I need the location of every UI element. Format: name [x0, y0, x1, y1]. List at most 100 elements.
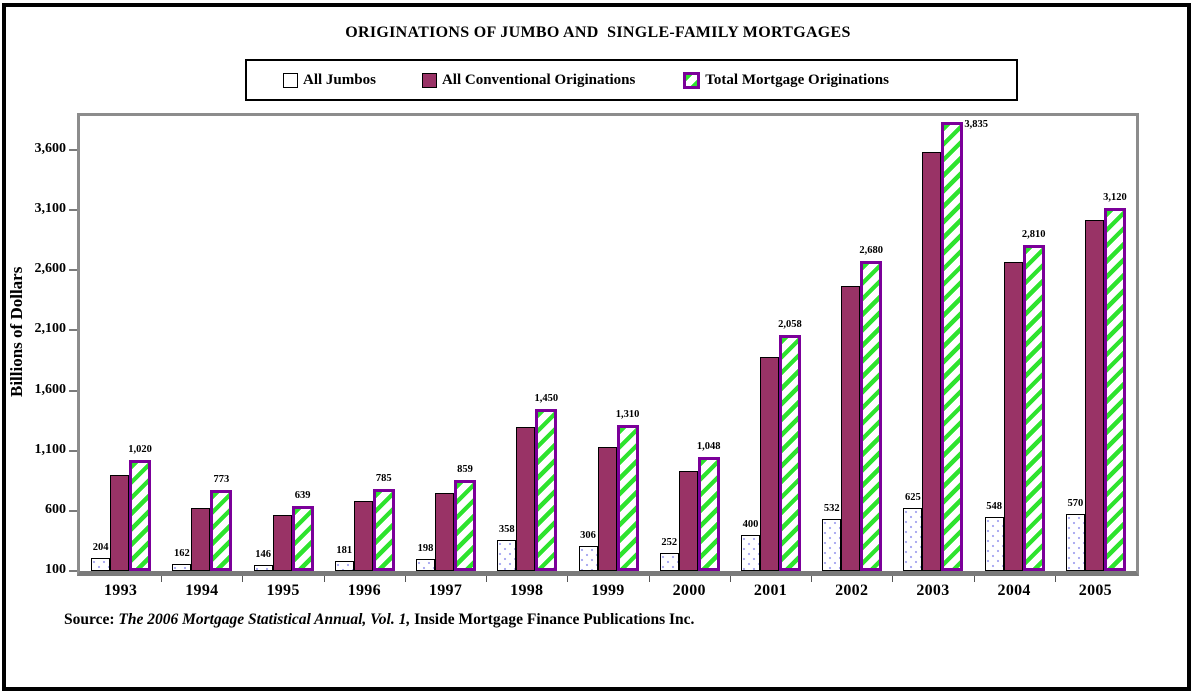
- conventional-swatch-icon: [421, 72, 437, 88]
- bar-conventional-1998: [516, 427, 536, 571]
- bar-value-label: 146: [255, 549, 271, 561]
- x-tick-mark-icon: [323, 576, 325, 582]
- bar-value-label: 181: [336, 545, 353, 557]
- x-tick-mark-icon: [973, 576, 975, 582]
- bar-total-1994: [210, 490, 233, 571]
- bar-value-label: 859: [457, 463, 473, 475]
- x-category-label: 2004: [997, 582, 1031, 599]
- jumbo-swatch-icon: [283, 72, 298, 88]
- legend-entry-all-jumbos: All Jumbos: [283, 72, 376, 89]
- x-category-label: 2001: [753, 582, 788, 599]
- bar-value-label: 2,810: [1021, 228, 1046, 240]
- bar-value-label: 1,310: [615, 409, 640, 421]
- bar-value-label: 400: [742, 518, 759, 530]
- bar-all-jumbos-2002: [822, 519, 842, 571]
- chart-title: ORIGINATIONS OF JUMBO AND SINGLE-FAMILY …: [345, 24, 851, 41]
- bar-total-2004: [1022, 244, 1045, 571]
- x-category-label: 1997: [428, 582, 463, 599]
- y-tick-mark-icon: [69, 570, 77, 572]
- x-category-label: 1994: [185, 582, 219, 599]
- x-tick-mark-icon: [161, 576, 163, 582]
- bar-total-1993: [129, 460, 152, 571]
- legend-label-all-jumbos: All Jumbos: [303, 71, 376, 88]
- bar-value-label: 306: [580, 530, 596, 542]
- total-swatch-icon: [683, 71, 701, 89]
- x-category-label: 1998: [510, 582, 544, 599]
- bar-total-1996: [372, 488, 395, 571]
- bar-conventional-2001: [759, 357, 779, 571]
- x-tick-mark-icon: [486, 576, 488, 582]
- y-tick-mark-icon: [69, 269, 77, 272]
- bar-value-label: 1,020: [128, 444, 152, 456]
- source-publication: The 2006 Mortgage Statistical Annual, Vo…: [118, 611, 411, 628]
- bar-value-label: 625: [905, 491, 921, 503]
- y-tick-mark-icon: [69, 329, 77, 332]
- bar-all-jumbos-2005: [1065, 514, 1085, 571]
- bar-all-jumbos-2004: [984, 517, 1004, 571]
- bar-value-label: 162: [173, 547, 190, 559]
- bar-all-jumbos-1993: [91, 558, 111, 571]
- bar-all-jumbos-1996: [334, 561, 354, 571]
- source-prefix: Source:: [64, 611, 119, 628]
- x-category-label: 2000: [672, 582, 706, 599]
- y-tick-label: 3,100: [34, 201, 67, 217]
- x-tick-mark-icon: [567, 576, 569, 582]
- source-publisher: Inside Mortgage Finance Publications Inc…: [410, 611, 695, 628]
- bar-total-2001: [778, 335, 801, 571]
- legend: All Jumbos All Conventional Originations…: [245, 59, 1018, 101]
- bar-conventional-2003: [922, 151, 942, 571]
- bar-total-1995: [291, 506, 314, 571]
- x-category-label: 2003: [916, 582, 950, 599]
- x-category-label: 2002: [835, 582, 869, 599]
- bar-conventional-2002: [841, 285, 861, 571]
- bar-all-jumbos-2001: [740, 534, 760, 571]
- x-tick-mark-icon: [404, 576, 406, 582]
- bar-conventional-1993: [110, 475, 130, 571]
- bar-total-1998: [535, 408, 558, 571]
- legend-label-conventional: All Conventional Originations: [441, 71, 636, 88]
- bar-conventional-2000: [678, 471, 698, 571]
- bar-all-jumbos-1995: [253, 565, 273, 571]
- bar-all-jumbos-1997: [416, 559, 436, 571]
- y-tick-mark-icon: [69, 209, 77, 212]
- bar-value-label: 785: [375, 472, 392, 484]
- bar-all-jumbos-1998: [497, 539, 517, 571]
- bar-all-jumbos-1994: [172, 563, 192, 571]
- bar-total-2002: [860, 260, 883, 571]
- x-tick-mark-icon: [648, 576, 650, 582]
- bar-conventional-2004: [1003, 262, 1023, 571]
- y-tick-label: 100: [45, 562, 66, 577]
- bar-all-jumbos-2003: [903, 507, 923, 571]
- bar-conventional-1994: [191, 508, 211, 571]
- x-category-label: 1995: [266, 582, 300, 599]
- bar-total-1999: [616, 425, 639, 571]
- bar-total-2003: [941, 121, 964, 571]
- y-tick-mark-icon: [69, 509, 77, 512]
- bar-value-label: 532: [823, 503, 840, 515]
- bar-value-label: 204: [92, 542, 109, 554]
- bar-value-label: 252: [661, 536, 678, 548]
- bar-value-label: 3,835: [964, 118, 989, 130]
- bar-value-label: 548: [986, 501, 1003, 513]
- x-tick-mark-icon: [892, 576, 894, 582]
- x-category-label: 1993: [104, 582, 138, 599]
- bar-value-label: 1,048: [696, 440, 721, 452]
- bar-total-1997: [454, 479, 477, 571]
- x-category-label: 1999: [591, 582, 625, 599]
- bar-total-2000: [697, 456, 720, 571]
- y-tick-label: 3,600: [34, 140, 67, 156]
- bar-value-label: 570: [1067, 498, 1084, 510]
- bar-conventional-1997: [435, 493, 455, 571]
- bar-conventional-1999: [597, 447, 617, 571]
- x-category-label: 1996: [347, 582, 381, 599]
- bar-value-label: 358: [498, 523, 515, 535]
- y-tick-mark-icon: [69, 449, 77, 452]
- x-tick-mark-icon: [242, 576, 244, 582]
- bar-total-2005: [1103, 207, 1126, 571]
- bar-value-label: 2,058: [778, 319, 802, 331]
- y-tick-label: 2,100: [34, 321, 67, 337]
- bar-value-label: 639: [294, 490, 311, 502]
- source-note: Source: The 2006 Mortgage Statistical An…: [64, 611, 694, 629]
- x-tick-mark-icon: [1054, 576, 1056, 582]
